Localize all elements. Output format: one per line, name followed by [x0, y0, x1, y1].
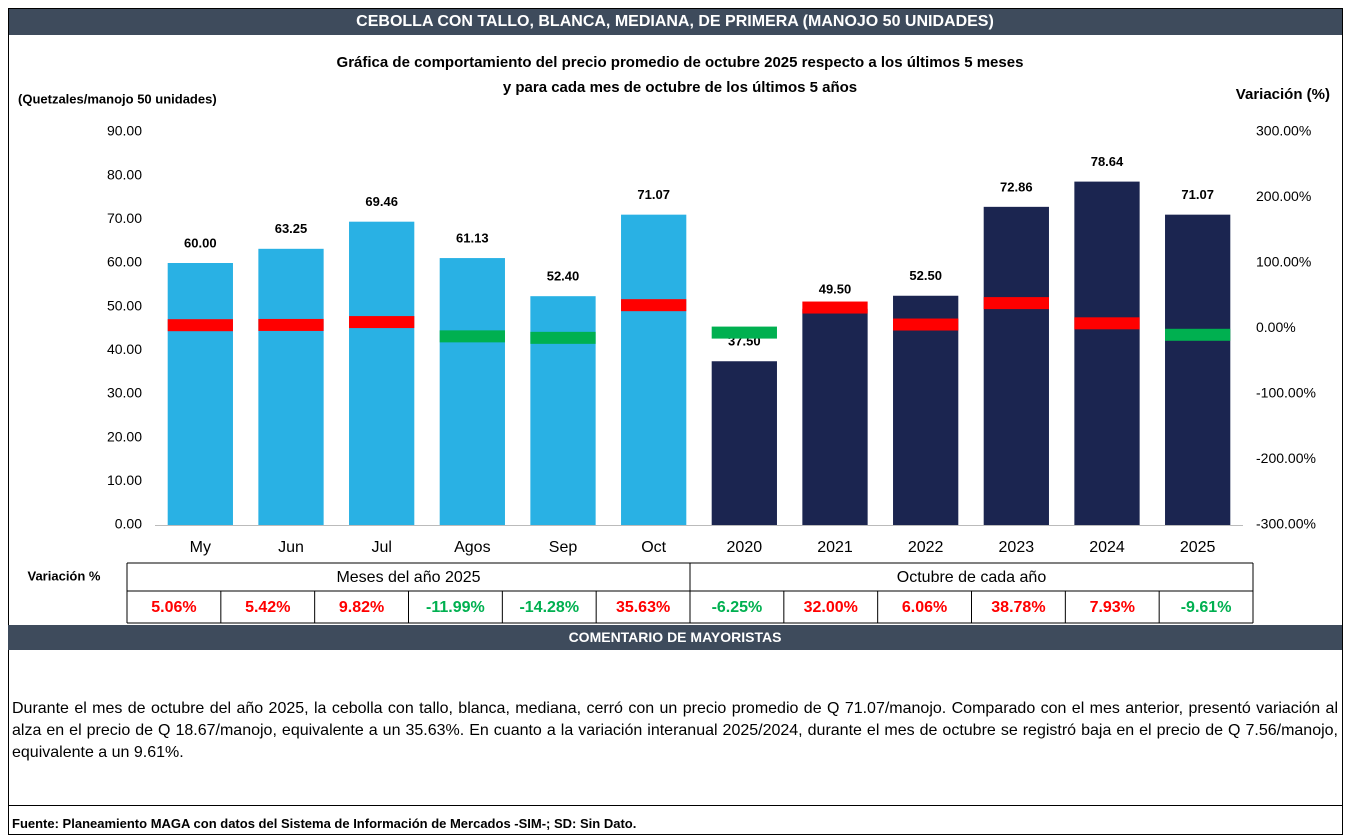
data-label: 69.46 — [365, 194, 398, 209]
data-label: 78.64 — [1091, 154, 1124, 169]
data-label: 52.40 — [547, 269, 580, 284]
bar — [983, 206, 1049, 525]
y2-tick-label: 300.00% — [1256, 123, 1311, 139]
table-value: 35.63% — [616, 599, 670, 616]
table-value: -6.25% — [712, 599, 763, 616]
bar — [893, 295, 959, 525]
table-value: -11.99% — [426, 599, 485, 616]
x-tick-label: 2023 — [999, 539, 1035, 556]
table-group-label: Octubre de cada año — [897, 569, 1047, 586]
source-note: Fuente: Planeamiento MAGA con datos del … — [12, 816, 637, 831]
table-value: 6.06% — [902, 599, 947, 616]
x-tick-label: Oct — [641, 539, 666, 556]
table-value: 9.82% — [339, 599, 384, 616]
chart-title: Gráfica de comportamiento del precio pro… — [337, 54, 1024, 71]
table-value: -9.61% — [1181, 599, 1232, 616]
bar — [349, 221, 415, 525]
table-group-label: Meses del año 2025 — [336, 569, 480, 586]
variation-marker — [439, 330, 505, 343]
y2-tick-label: -100.00% — [1256, 385, 1316, 401]
y2-tick-label: 0.00% — [1256, 319, 1296, 335]
y-tick-label: 0.00 — [115, 516, 142, 532]
bar — [1074, 181, 1140, 525]
table-value: 5.42% — [245, 599, 290, 616]
bar — [167, 263, 233, 525]
x-tick-label: Agos — [454, 539, 490, 556]
variation-marker — [802, 301, 868, 314]
y2-tick-label: 200.00% — [1256, 188, 1311, 204]
comment-text: Durante el mes de octubre del año 2025, … — [12, 700, 1338, 761]
variation-marker — [621, 299, 687, 312]
y-tick-label: 90.00 — [107, 123, 142, 139]
data-label: 71.07 — [637, 187, 670, 202]
variation-marker — [530, 331, 596, 344]
x-tick-label: 2021 — [817, 539, 853, 556]
y-tick-label: 20.00 — [107, 428, 142, 444]
page-border — [8, 8, 1343, 835]
x-tick-label: Sep — [549, 539, 578, 556]
x-tick-label: My — [190, 539, 211, 556]
bar — [621, 214, 687, 525]
bar — [439, 258, 505, 525]
table-value: -14.28% — [519, 599, 579, 616]
y-tick-label: 30.00 — [107, 385, 142, 401]
table-value: 38.78% — [991, 599, 1045, 616]
table-value: 5.06% — [151, 599, 196, 616]
variation-marker — [167, 319, 233, 332]
bar — [802, 308, 868, 525]
variation-marker — [1074, 317, 1140, 330]
data-label: 71.07 — [1181, 187, 1214, 202]
x-tick-label: 2020 — [727, 539, 763, 556]
data-label: 52.50 — [909, 268, 942, 283]
data-label: 72.86 — [1000, 179, 1033, 194]
y-tick-label: 10.00 — [107, 472, 142, 488]
variation-marker — [983, 297, 1049, 310]
x-tick-label: 2024 — [1089, 539, 1125, 556]
y2-tick-label: -200.00% — [1256, 450, 1316, 466]
data-label: 61.13 — [456, 231, 489, 246]
bar — [530, 296, 596, 525]
data-label: 63.25 — [275, 221, 308, 236]
data-label: 49.50 — [819, 281, 852, 296]
y-axis-label: (Quetzales/manojo 50 unidades) — [18, 91, 217, 106]
variation-marker — [893, 318, 959, 331]
y-tick-label: 80.00 — [107, 166, 142, 182]
bar — [258, 248, 324, 525]
x-tick-label: 2025 — [1180, 539, 1216, 556]
y-tick-label: 50.00 — [107, 297, 142, 313]
variation-marker — [711, 326, 777, 339]
variation-marker — [349, 316, 415, 329]
divider — [8, 805, 1342, 806]
table-row-label: Variación % — [28, 568, 101, 583]
x-tick-label: 2022 — [908, 539, 944, 556]
y2-tick-label: -300.00% — [1256, 516, 1316, 532]
variation-marker — [1165, 328, 1231, 341]
comment-header: COMENTARIO DE MAYORISTAS — [8, 625, 1342, 650]
page-header: CEBOLLA CON TALLO, BLANCA, MEDIANA, DE P… — [8, 8, 1342, 35]
data-label: 60.00 — [184, 235, 217, 250]
y-tick-label: 60.00 — [107, 254, 142, 270]
chart-subtitle: y para cada mes de octubre de los último… — [503, 79, 857, 96]
y-tick-label: 70.00 — [107, 210, 142, 226]
x-tick-label: Jun — [278, 539, 304, 556]
x-tick-label: Jul — [371, 539, 391, 556]
bar — [1165, 214, 1231, 525]
y2-tick-label: 100.00% — [1256, 254, 1311, 270]
bar — [711, 361, 777, 525]
y2-axis-label: Variación (%) — [1236, 86, 1330, 103]
variation-marker — [258, 318, 324, 331]
y-tick-label: 40.00 — [107, 341, 142, 357]
table-value: 7.93% — [1090, 599, 1135, 616]
table-value: 32.00% — [804, 599, 858, 616]
